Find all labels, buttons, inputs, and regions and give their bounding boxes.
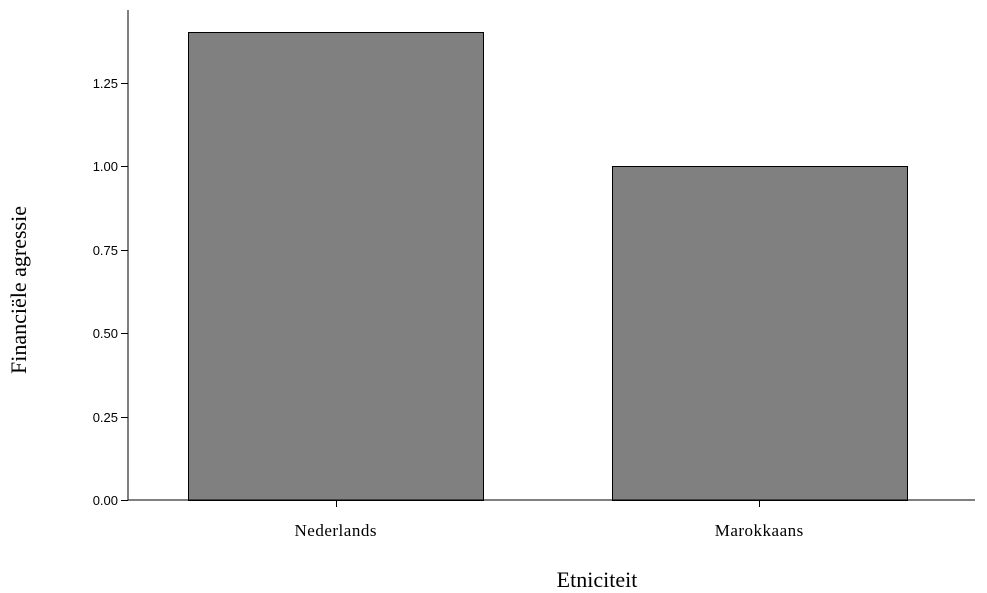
- y-tick-label: 1.00: [93, 159, 118, 174]
- bars-layer: [188, 32, 908, 501]
- x-tick-label: Nederlands: [295, 521, 377, 540]
- y-axis-title: Financiële agressie: [6, 206, 31, 374]
- y-tick-label: 1.25: [93, 76, 118, 91]
- x-axis-ticks: Nederlands Marokkaans: [295, 500, 804, 540]
- x-tick-label: Marokkaans: [715, 521, 804, 540]
- y-tick-label: 0.50: [93, 326, 118, 341]
- y-axis-ticks: 0.00 0.25 0.50 0.75 1.00 1.25: [93, 76, 128, 508]
- y-tick-label: 0.25: [93, 410, 118, 425]
- bar-marokkaans: [612, 166, 908, 501]
- x-axis-title: Etniciteit: [557, 567, 638, 592]
- y-tick-label: 0.75: [93, 243, 118, 258]
- bar-nederlands: [188, 32, 484, 501]
- y-tick-label: 0.00: [93, 493, 118, 508]
